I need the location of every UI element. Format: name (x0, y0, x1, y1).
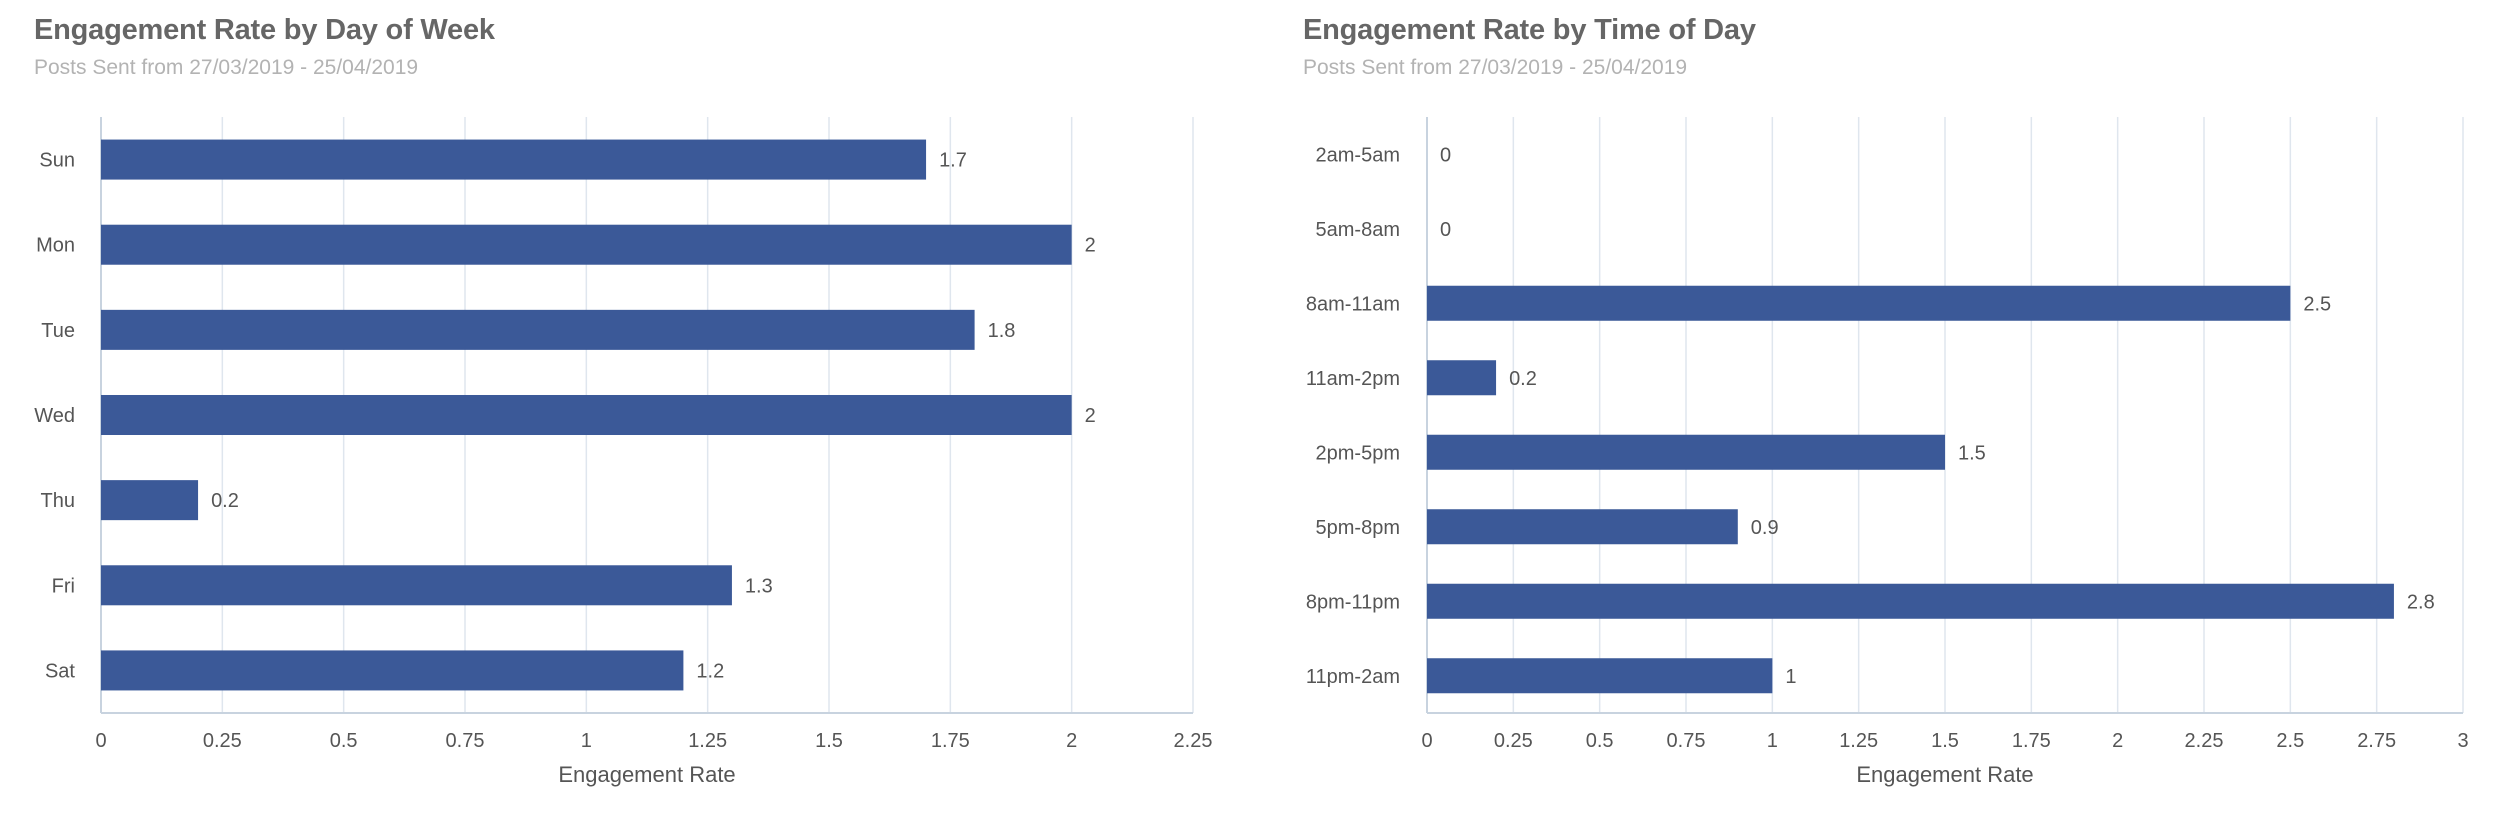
category-label: 2pm-5pm (1316, 442, 1400, 464)
data-label: 1.3 (745, 575, 773, 597)
x-tick-label: 0.25 (203, 730, 242, 752)
x-tick-label: 2 (1066, 730, 1077, 752)
category-label: Sun (39, 150, 75, 172)
x-tick-label: 1.5 (1931, 730, 1959, 752)
plot-time-of-day: 0 0.25 0.5 0.75 1 1.25 1.5 1.75 2 2.25 2.5 2.75 3 2am… (1306, 117, 2469, 787)
x-tick-label: 2.25 (2185, 730, 2224, 752)
category-label: Sat (45, 660, 75, 682)
data-label: 2.8 (2407, 591, 2435, 613)
category-label: Mon (36, 235, 75, 257)
x-tick-label: 0.75 (1667, 730, 1706, 752)
x-tick-label: 2 (2112, 730, 2123, 752)
bar[interactable] (1427, 658, 1773, 694)
category-label: 11pm-2am (1306, 666, 1400, 688)
x-tick-label: 1 (1767, 730, 1778, 752)
bar[interactable] (101, 480, 199, 521)
bar[interactable] (1427, 509, 1738, 545)
data-label: 2 (1085, 235, 1096, 257)
x-tick-label: 0.25 (1494, 730, 1533, 752)
x-tick-label: 2.75 (2357, 730, 2396, 752)
data-label: 1.5 (1958, 442, 1986, 464)
x-tick-label: 1 (581, 730, 592, 752)
bar[interactable] (1427, 360, 1497, 396)
x-tick-label: 1.5 (815, 730, 843, 752)
chart-subtitle-day-of-week: Posts Sent from 27/03/2019 - 25/04/2019 (34, 56, 419, 79)
category-label: 8pm-11pm (1306, 591, 1400, 613)
bar[interactable] (101, 139, 927, 180)
x-tick-label: 1.75 (931, 730, 970, 752)
data-label: 0.2 (1509, 368, 1537, 390)
bar[interactable] (1427, 285, 2291, 321)
x-tick-label: 0.5 (330, 730, 358, 752)
x-tick-label: 0 (1421, 730, 1432, 752)
data-label: 0.2 (211, 490, 239, 512)
bar[interactable] (1427, 434, 1945, 470)
category-label: 8am-11am (1306, 293, 1400, 315)
x-tick-label: 0.5 (1586, 730, 1614, 752)
chart-title-day-of-week: Engagement Rate by Day of Week (34, 14, 495, 46)
x-tick-label: 2.5 (2276, 730, 2304, 752)
category-label: 5pm-8pm (1316, 517, 1400, 539)
plot-day-of-week: 0 0.25 0.5 0.75 1 1.25 1.5 1.75 2 2.25 Sun 1.7 Mon 2 T… (34, 117, 1212, 787)
data-label: 1.7 (939, 150, 967, 172)
bar[interactable] (101, 565, 732, 606)
x-tick-label: 0.75 (446, 730, 485, 752)
category-label: 2am-5am (1316, 144, 1400, 166)
bar[interactable] (1427, 583, 2394, 619)
category-label: Wed (34, 405, 75, 427)
data-label: 2 (1085, 405, 1096, 427)
data-label: 1 (1785, 666, 1796, 688)
bar[interactable] (101, 224, 1072, 265)
data-label: 2.5 (2303, 293, 2331, 315)
category-label: 5am-8am (1316, 219, 1400, 241)
x-axis-title: Engagement Rate (1856, 762, 2033, 787)
bar[interactable] (101, 394, 1072, 436)
x-tick-label: 0 (95, 730, 106, 752)
x-tick-label: 3 (2457, 730, 2468, 752)
bar[interactable] (101, 309, 975, 350)
data-label: 0.9 (1751, 517, 1779, 539)
category-label: Thu (41, 490, 75, 512)
x-tick-label: 1.25 (1839, 730, 1878, 752)
data-label: 0 (1440, 144, 1451, 166)
category-label: 11am-2pm (1306, 368, 1400, 390)
chart-subtitle-time-of-day: Posts Sent from 27/03/2019 - 25/04/2019 (1303, 56, 1688, 79)
x-axis-title: Engagement Rate (558, 762, 735, 787)
data-label: 0 (1440, 219, 1451, 241)
x-tick-label: 1.75 (2012, 730, 2051, 752)
data-label: 1.8 (988, 320, 1016, 342)
category-label: Fri (52, 575, 75, 597)
data-label: 1.2 (696, 660, 724, 682)
chart-title-time-of-day: Engagement Rate by Time of Day (1303, 14, 1756, 46)
bar[interactable] (101, 650, 684, 691)
x-tick-label: 1.25 (688, 730, 727, 752)
x-tick-label: 2.25 (1174, 730, 1213, 752)
category-label: Tue (41, 320, 75, 342)
